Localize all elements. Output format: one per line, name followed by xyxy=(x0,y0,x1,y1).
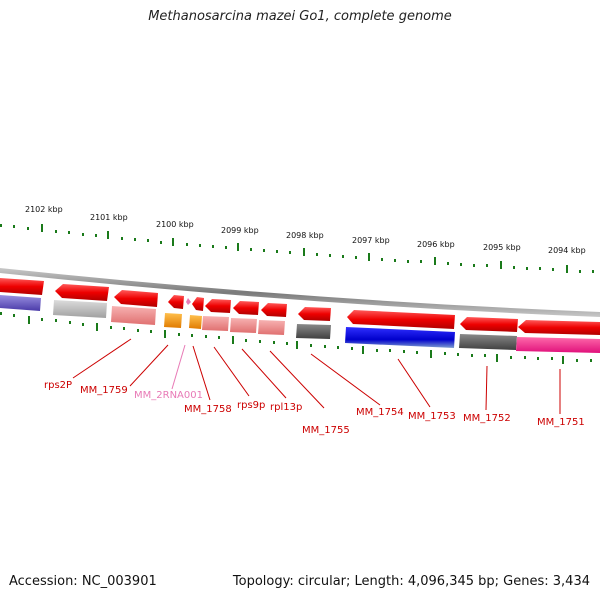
kbp-label: 2095 kbp xyxy=(483,243,521,252)
annotation-bar xyxy=(202,316,229,331)
gene-label: MM_1759 xyxy=(80,385,128,396)
annotation-bar xyxy=(53,300,107,318)
accession-text: Accession: NC_003901 xyxy=(9,574,157,589)
annotation-bars xyxy=(0,295,600,353)
kbp-label: 2094 kbp xyxy=(548,246,586,255)
annotation-bar xyxy=(459,334,517,350)
kbp-label: 2097 kbp xyxy=(352,236,390,245)
annotation-bar xyxy=(345,327,455,348)
gene-label: MM_1753 xyxy=(408,411,456,422)
inner-scale-ticks xyxy=(0,312,592,364)
kbp-label: 2100 kbp xyxy=(156,220,194,229)
outer-scale-ticks xyxy=(0,224,594,273)
annotation-bar xyxy=(0,295,41,311)
gene-feature xyxy=(168,295,184,309)
kbp-label: 2098 kbp xyxy=(286,231,324,240)
gene-labels: rps2P MM_1759 MM_2RNA001 MM_1758 rps9p r… xyxy=(44,380,585,436)
gene-label: MM_1751 xyxy=(537,417,585,428)
kbp-label: 2099 kbp xyxy=(221,226,259,235)
gene-feature xyxy=(205,299,231,313)
gene-label: MM_1754 xyxy=(356,407,404,418)
gene-feature xyxy=(114,290,158,307)
gene-feature xyxy=(298,307,331,321)
gene-feature xyxy=(261,303,287,317)
gene-feature xyxy=(55,284,109,301)
gene-label: MM_1755 xyxy=(302,425,350,436)
annotation-bar xyxy=(189,315,202,329)
gene-feature xyxy=(460,317,518,332)
gene-feature xyxy=(233,301,259,315)
gene-label: MM_1758 xyxy=(184,404,232,415)
callout-lines xyxy=(72,338,561,414)
gene-label: rps2P xyxy=(44,380,72,391)
gene-label: MM_2RNA001 xyxy=(134,390,203,401)
kbp-label: 2101 kbp xyxy=(90,213,128,222)
annotation-bar xyxy=(230,318,257,333)
gene-label: MM_1752 xyxy=(463,413,511,424)
annotation-bar xyxy=(258,320,285,335)
annotation-bar xyxy=(164,313,182,328)
kbp-labels: 2102 kbp 2101 kbp 2100 kbp 2099 kbp 2098… xyxy=(25,205,586,255)
gene-feature xyxy=(186,298,191,305)
annotation-bar xyxy=(296,324,331,339)
gene-feature xyxy=(518,320,600,335)
annotation-bar xyxy=(516,337,600,353)
kbp-label: 2102 kbp xyxy=(25,205,63,214)
kbp-label: 2096 kbp xyxy=(417,240,455,249)
genome-backbone xyxy=(0,268,600,317)
gene-label: rps9p xyxy=(237,400,265,411)
gene-feature xyxy=(347,310,455,329)
annotation-bar xyxy=(111,306,156,325)
forward-strand-genes xyxy=(0,278,600,335)
gene-label: rpl13p xyxy=(270,402,302,413)
genome-summary-text: Topology: circular; Length: 4,096,345 bp… xyxy=(232,574,590,589)
gene-feature xyxy=(192,297,204,311)
map-title: Methanosarcina mazei Go1, complete genom… xyxy=(148,9,452,24)
gene-feature xyxy=(0,278,44,295)
